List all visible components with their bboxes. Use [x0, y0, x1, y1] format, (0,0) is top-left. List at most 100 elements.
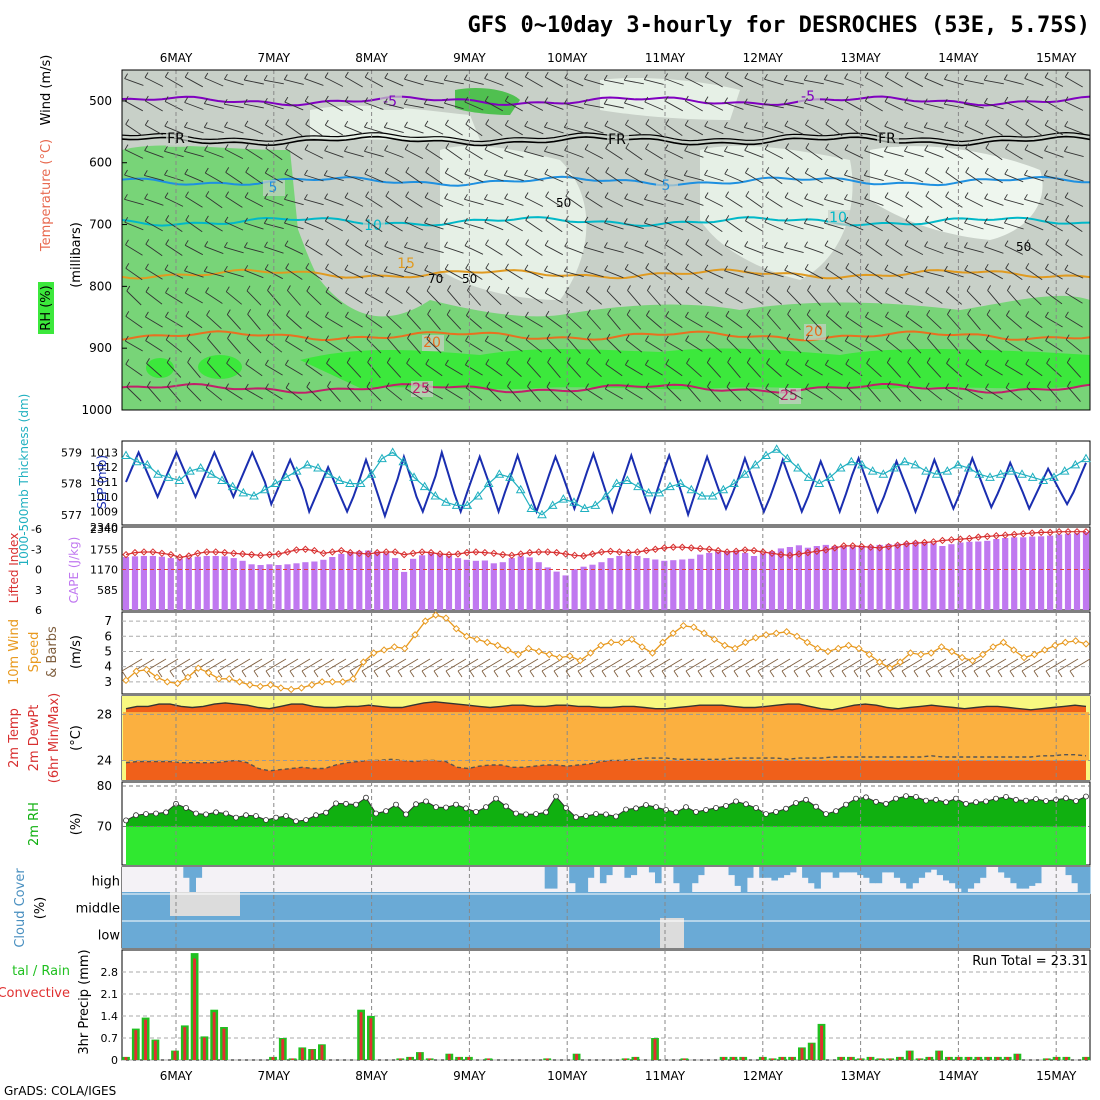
precip-convective-bar — [144, 1019, 147, 1060]
wind-barb-feather — [203, 266, 208, 272]
cape-bar — [625, 554, 632, 610]
rh-marker — [853, 795, 859, 802]
contour-label: 5 — [269, 180, 278, 196]
surface-wind-barb — [781, 658, 803, 672]
wind-barb — [884, 125, 904, 135]
wind-speed-marker — [628, 635, 636, 644]
wind-barb-feather — [423, 98, 428, 105]
precip-convective-bar — [780, 1057, 784, 1060]
lifted-index-marker — [732, 547, 740, 555]
cape-bar — [338, 553, 345, 610]
wind-barb — [985, 339, 1003, 353]
rh-marker — [393, 801, 399, 808]
wind-barb — [205, 220, 223, 232]
surface-wind-barb — [649, 658, 671, 672]
wind-barb-feather — [625, 119, 629, 126]
wind-barb-feather — [124, 216, 129, 223]
temp-axis-label-3: (6hr Min/Max) — [47, 693, 62, 783]
precip-convective-bar — [1084, 1057, 1088, 1060]
wind-barb-feather — [525, 239, 529, 245]
wind-barb — [844, 174, 864, 182]
wind-barb — [805, 339, 823, 353]
wind-barb — [764, 246, 784, 254]
wind-barb — [566, 362, 582, 378]
rh-marker — [533, 811, 539, 817]
lifted-index-marker — [875, 544, 884, 552]
wind-barb-feather — [665, 263, 670, 269]
wind-barb-feather — [405, 286, 410, 292]
wind-barb — [404, 103, 424, 109]
surface-wind-barb — [1057, 658, 1079, 672]
wind-speed-marker — [1030, 650, 1039, 659]
thickness-marker — [291, 466, 302, 475]
wind-barb-feather — [484, 169, 488, 176]
cape-bar — [508, 558, 515, 610]
wind-barb-feather — [564, 241, 569, 247]
wind-barb — [484, 174, 504, 182]
wind-barb — [164, 269, 184, 279]
rh-marker — [883, 800, 889, 807]
wind-barb-feather — [386, 357, 391, 363]
wind-barb-feather — [245, 167, 250, 173]
wind-barb — [504, 77, 524, 87]
wind-barb — [685, 220, 703, 232]
wind-barb — [465, 340, 483, 352]
wind-barb — [164, 101, 184, 111]
wind-barb — [625, 364, 643, 376]
wind-barb — [425, 388, 443, 400]
wind-barb-feather — [925, 382, 930, 389]
wind-barb-feather — [824, 96, 829, 103]
wind-barb-feather — [624, 263, 629, 270]
wind-barb — [885, 76, 903, 88]
wind-barb-feather — [524, 71, 529, 78]
wind-barb — [964, 103, 984, 109]
wind-frame — [121, 611, 1091, 695]
wind-barb — [366, 386, 382, 402]
surface-wind-barb — [985, 658, 1007, 672]
lifted-index-marker — [678, 543, 686, 551]
wind-barb — [824, 245, 844, 255]
wind-barb — [125, 267, 143, 281]
wind-speed-marker — [462, 632, 471, 641]
wind-barb — [624, 222, 644, 230]
wind-barb — [505, 100, 523, 112]
wind-barb-feather — [804, 263, 809, 270]
wind-barb — [645, 364, 663, 376]
wind-barb — [427, 314, 441, 330]
temp-tick-label: 24 — [97, 753, 112, 767]
surface-wind-barb-feather — [673, 670, 679, 678]
wind-barb-feather — [983, 218, 988, 224]
surface-wind-barb-feather — [469, 670, 475, 678]
cape-bar — [131, 556, 139, 610]
wind-barb-feather — [283, 74, 288, 80]
lifted-index-marker — [849, 542, 857, 550]
temperature-contour — [121, 95, 1091, 107]
wind-barb-feather — [644, 168, 649, 175]
thickness-marker — [910, 459, 921, 469]
wind-barb — [1065, 220, 1083, 232]
wind-barb-feather — [485, 239, 489, 245]
wind-barb-feather — [504, 145, 508, 151]
wind-barb-feather — [565, 191, 570, 197]
wind-barb-feather — [385, 215, 389, 222]
wind-barb — [185, 315, 203, 329]
wind-barb — [545, 315, 563, 329]
cape-bar — [454, 558, 462, 610]
wind-barb-feather — [686, 358, 690, 364]
wind-barb-feather — [744, 72, 749, 79]
wind-barb — [1045, 291, 1063, 305]
pressure-tick-label: 800 — [89, 279, 112, 293]
wind-barb-feather — [983, 74, 988, 81]
wind-barb — [904, 126, 924, 134]
wind-barb-feather — [966, 333, 971, 340]
cloud-high-bar — [961, 867, 968, 894]
lifted-index-marker — [669, 543, 677, 551]
rh-marker — [593, 811, 599, 817]
rh-marker — [343, 800, 349, 807]
wind-barb-feather — [963, 98, 968, 105]
wind-barb-feather — [625, 143, 630, 149]
cape-bar — [490, 563, 497, 610]
wind-barb-feather — [265, 119, 269, 126]
wind-barb-feather — [364, 240, 369, 246]
surface-wind-barb — [529, 658, 551, 672]
